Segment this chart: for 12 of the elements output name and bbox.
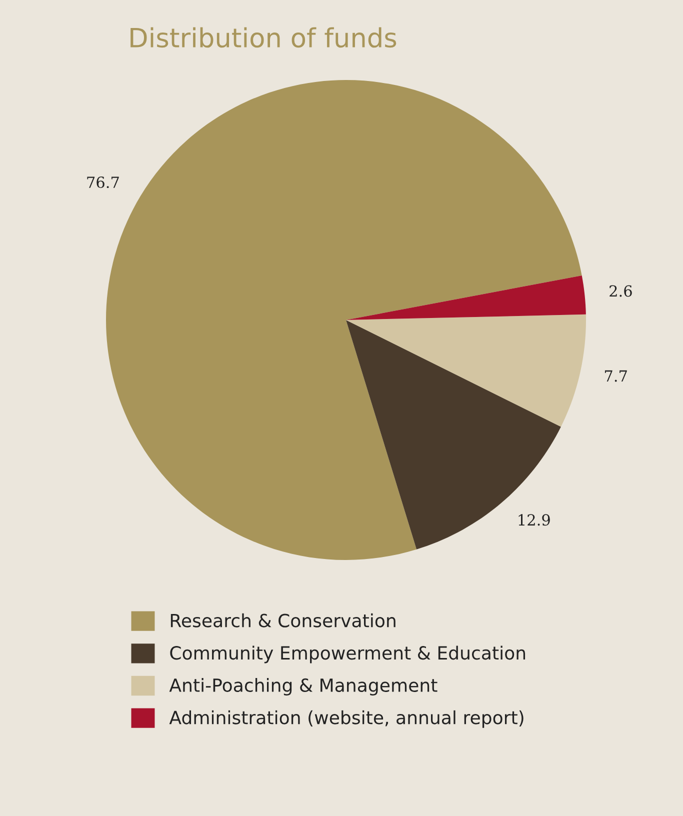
data-label: 76.7 bbox=[87, 176, 119, 188]
chart-title: Distribution of funds bbox=[130, 27, 396, 48]
pie-slice bbox=[346, 275, 586, 320]
data-label: 7.7 bbox=[604, 370, 627, 382]
pie-slice bbox=[346, 314, 586, 427]
data-label: 2.6 bbox=[610, 285, 632, 297]
legend-label: Community Empowerment & Education bbox=[170, 646, 526, 664]
legend-label: Anti-Poaching & Management bbox=[169, 678, 438, 696]
data-label: 12.9 bbox=[518, 514, 550, 526]
legend-label: Research & Conservation bbox=[170, 613, 396, 628]
pie-slice bbox=[346, 320, 561, 550]
legend-label: Administration (website, annual report) bbox=[169, 710, 524, 728]
